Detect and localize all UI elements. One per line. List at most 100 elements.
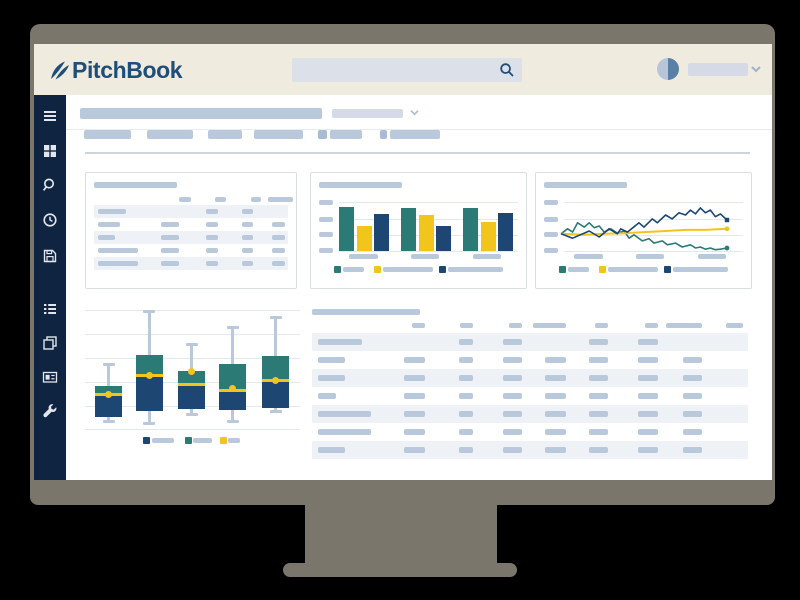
tab-item-placeholder[interactable] <box>390 130 440 139</box>
table-row[interactable] <box>312 369 748 387</box>
legend-label-placeholder <box>608 267 658 272</box>
column-header-placeholder <box>666 323 702 328</box>
menu-icon <box>44 111 56 121</box>
news-button[interactable] <box>42 369 58 385</box>
legend-label-placeholder <box>343 267 364 272</box>
cell-placeholder <box>459 375 473 381</box>
card-title-placeholder <box>544 182 627 188</box>
legend-swatch <box>220 437 227 444</box>
column-header-placeholder <box>412 323 425 328</box>
search-icon <box>500 63 514 77</box>
whisker-cap-bottom <box>226 420 239 424</box>
main-content <box>66 95 772 480</box>
tab-item-placeholder[interactable] <box>254 130 303 139</box>
menu-button[interactable] <box>42 108 58 124</box>
search-input[interactable] <box>292 58 522 82</box>
table-row[interactable] <box>312 387 748 405</box>
tabs-underline <box>85 152 750 154</box>
column-header-placeholder <box>251 197 261 202</box>
avatar[interactable] <box>657 58 679 80</box>
pitchbook-leaf-icon <box>51 61 69 80</box>
tab-item-placeholder[interactable] <box>147 130 193 139</box>
cell-placeholder <box>404 393 425 399</box>
chevron-down-icon[interactable] <box>751 65 761 73</box>
section-title-placeholder <box>312 309 420 315</box>
box-lower-quartile <box>135 375 163 412</box>
table-row[interactable] <box>94 218 288 231</box>
history-button[interactable] <box>42 212 58 228</box>
legend-swatch <box>664 266 671 273</box>
cell-placeholder <box>272 235 285 240</box>
account-menu[interactable] <box>688 63 748 76</box>
cell-placeholder <box>683 357 702 363</box>
line-series-plot <box>560 207 730 251</box>
row-label-placeholder <box>318 447 345 453</box>
apps-grid-button[interactable] <box>42 143 58 159</box>
row-label-placeholder <box>318 393 336 399</box>
legend-label-placeholder <box>448 267 503 272</box>
table-row[interactable] <box>312 351 748 369</box>
column-header-placeholder <box>726 323 743 328</box>
tools-button[interactable] <box>42 403 58 419</box>
cell-placeholder <box>161 235 179 240</box>
tab-item-placeholder[interactable] <box>208 130 242 139</box>
bar-segment-navy <box>374 214 389 251</box>
page-filter-dropdown[interactable] <box>332 109 403 118</box>
y-tick-placeholder <box>544 200 558 205</box>
table-row[interactable] <box>312 423 748 441</box>
x-label-placeholder <box>698 254 726 259</box>
cell-placeholder <box>638 375 658 381</box>
tab-icon-placeholder[interactable] <box>318 130 327 139</box>
list-button[interactable] <box>42 301 58 317</box>
median-band <box>178 383 206 387</box>
cell-placeholder <box>503 429 522 435</box>
cell-placeholder <box>683 447 702 453</box>
legend-label-placeholder <box>383 267 433 272</box>
series-end-marker <box>724 217 730 223</box>
legend-swatch <box>143 437 150 444</box>
cell-placeholder <box>272 261 285 266</box>
cell-placeholder <box>459 357 473 363</box>
cell-placeholder <box>589 429 608 435</box>
bar-segment-teal <box>463 208 478 251</box>
row-label-placeholder <box>318 339 362 345</box>
table-row[interactable] <box>94 244 288 257</box>
table-row[interactable] <box>94 231 288 244</box>
cell-placeholder <box>206 222 218 227</box>
bar-segment-teal <box>401 208 416 251</box>
bar-segment-navy <box>436 226 451 251</box>
cell-placeholder <box>161 261 179 266</box>
table-row[interactable] <box>94 205 288 218</box>
column-header-placeholder <box>179 197 191 202</box>
save-icon <box>43 249 57 263</box>
whisker-cap-top <box>102 363 115 367</box>
cell-placeholder <box>272 222 285 227</box>
sidebar-nav <box>34 95 66 480</box>
series-end-marker <box>724 226 730 232</box>
bar-segment-yellow <box>480 222 496 251</box>
mean-dot <box>145 371 153 379</box>
bar-segment-teal <box>339 207 354 251</box>
tab-item-placeholder[interactable] <box>84 130 131 139</box>
cell-placeholder <box>589 411 608 417</box>
newspaper-icon <box>42 371 58 383</box>
table-row[interactable] <box>94 257 288 270</box>
column-header-placeholder <box>595 323 608 328</box>
column-header-placeholder <box>268 197 293 202</box>
cell-placeholder <box>638 411 658 417</box>
table-row[interactable] <box>312 441 748 459</box>
table-row[interactable] <box>312 405 748 423</box>
cell-placeholder <box>589 447 608 453</box>
whisker-cap-top <box>185 343 198 346</box>
legend-swatch <box>439 266 446 273</box>
clock-icon <box>43 213 57 227</box>
legend-swatch <box>185 437 192 444</box>
legend-swatch <box>599 266 606 273</box>
table-row[interactable] <box>312 333 748 351</box>
save-button[interactable] <box>42 248 58 264</box>
tab-item-placeholder[interactable] <box>330 130 362 139</box>
whisker-cap-bottom <box>143 421 155 425</box>
copy-button[interactable] <box>42 335 58 351</box>
tab-icon-placeholder[interactable] <box>380 130 387 139</box>
sidebar-search-button[interactable] <box>42 177 58 193</box>
